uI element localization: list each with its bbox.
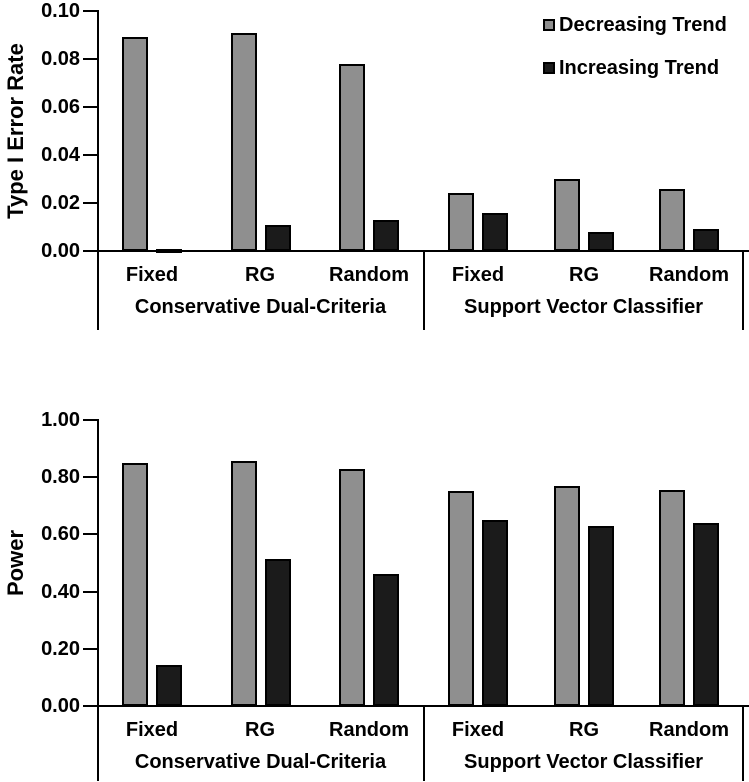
y-axis-line bbox=[97, 419, 99, 781]
category-label: Random bbox=[649, 264, 729, 286]
bar-decreasing-trend bbox=[231, 33, 257, 251]
bar-increasing-trend bbox=[588, 232, 614, 251]
y-tick-mark bbox=[83, 419, 98, 421]
group-label: Conservative Dual-Criteria bbox=[134, 296, 387, 318]
y-tick-label: 0.00 bbox=[41, 695, 80, 717]
y-tick-label: 1.00 bbox=[41, 409, 80, 431]
y-tick-mark bbox=[83, 202, 98, 204]
category-label: Fixed bbox=[451, 719, 505, 741]
group-label: Support Vector Classifier bbox=[464, 296, 703, 318]
y-tick-label: 0.00 bbox=[41, 240, 80, 262]
increasing-trend-swatch-icon bbox=[543, 62, 555, 74]
bar-decreasing-trend bbox=[448, 193, 474, 251]
y-tick-label: 0.08 bbox=[41, 48, 80, 70]
axis-right-border bbox=[742, 706, 744, 781]
bar-decreasing-trend bbox=[122, 37, 148, 251]
category-label: RG bbox=[245, 719, 275, 741]
bar-increasing-trend bbox=[588, 526, 614, 706]
y-tick-mark bbox=[83, 106, 98, 108]
y-tick-label: 0.06 bbox=[41, 96, 80, 118]
section-divider bbox=[423, 251, 425, 330]
bar-increasing-trend bbox=[693, 229, 719, 251]
y-axis-line bbox=[97, 10, 99, 330]
bar-decreasing-trend bbox=[659, 189, 685, 251]
legend-label: Decreasing Trend bbox=[559, 13, 727, 36]
bar-decreasing-trend bbox=[448, 491, 474, 706]
x-axis-line bbox=[83, 250, 749, 252]
y-tick-label: 0.04 bbox=[41, 144, 80, 166]
bar-increasing-trend bbox=[373, 574, 399, 706]
category-label: Fixed bbox=[451, 264, 505, 286]
category-label: RG bbox=[569, 264, 599, 286]
power-chart: Power 1.00 0.80 0.60 0.40 0.20 0.00 Fixed RG Ran… bbox=[0, 390, 749, 782]
group-label: Support Vector Classifier bbox=[464, 751, 703, 773]
y-tick-label: 0.60 bbox=[41, 523, 80, 546]
y-tick-label: 0.10 bbox=[41, 0, 80, 22]
bar-increasing-trend bbox=[482, 520, 508, 706]
category-label: Random bbox=[649, 719, 729, 741]
y-tick-label: 0.80 bbox=[41, 466, 80, 489]
y-tick-label: 0.20 bbox=[41, 637, 80, 660]
group-label: Conservative Dual-Criteria bbox=[134, 751, 387, 773]
bar-increasing-trend bbox=[156, 249, 182, 253]
legend-item-increasing-trend: Increasing Trend bbox=[543, 55, 727, 81]
category-label: Fixed bbox=[125, 264, 179, 286]
y-tick-mark bbox=[83, 590, 98, 593]
bar-decreasing-trend bbox=[231, 461, 257, 706]
bar-decreasing-trend bbox=[339, 64, 365, 251]
bar-increasing-trend bbox=[156, 665, 182, 706]
y-tick-mark bbox=[83, 154, 98, 156]
category-label: Random bbox=[329, 719, 409, 741]
bar-increasing-trend bbox=[482, 213, 508, 251]
category-label: Fixed bbox=[125, 719, 179, 741]
y-tick-mark bbox=[83, 533, 98, 536]
x-axis-line bbox=[83, 705, 749, 707]
legend-item-decreasing-trend: Decreasing Trend bbox=[543, 12, 727, 38]
y-tick-label: 0.02 bbox=[41, 192, 80, 214]
bar-increasing-trend bbox=[373, 220, 399, 251]
decreasing-trend-swatch-icon bbox=[543, 19, 555, 31]
bar-decreasing-trend bbox=[554, 486, 580, 706]
category-label: Random bbox=[329, 264, 409, 286]
legend-label: Increasing Trend bbox=[559, 56, 720, 79]
bar-increasing-trend bbox=[265, 225, 291, 251]
axis-right-border bbox=[742, 251, 744, 330]
y-tick-label: 0.40 bbox=[41, 580, 80, 603]
y-tick-mark bbox=[83, 476, 98, 479]
section-divider bbox=[423, 706, 425, 781]
y-tick-mark bbox=[83, 647, 98, 650]
y-tick-mark bbox=[83, 58, 98, 60]
bar-decreasing-trend bbox=[339, 469, 365, 706]
bar-decreasing-trend bbox=[554, 179, 580, 251]
bar-increasing-trend bbox=[265, 559, 291, 706]
bar-increasing-trend bbox=[693, 523, 719, 706]
bar-decreasing-trend bbox=[122, 463, 148, 706]
type1-error-rate-chart: Type I Error Rate Decreasing Trend Incre… bbox=[0, 0, 749, 331]
category-label: RG bbox=[569, 719, 599, 741]
y-tick-mark bbox=[83, 10, 98, 12]
bar-decreasing-trend bbox=[659, 490, 685, 706]
legend: Decreasing Trend Increasing Trend bbox=[543, 12, 727, 98]
category-label: RG bbox=[245, 264, 275, 286]
